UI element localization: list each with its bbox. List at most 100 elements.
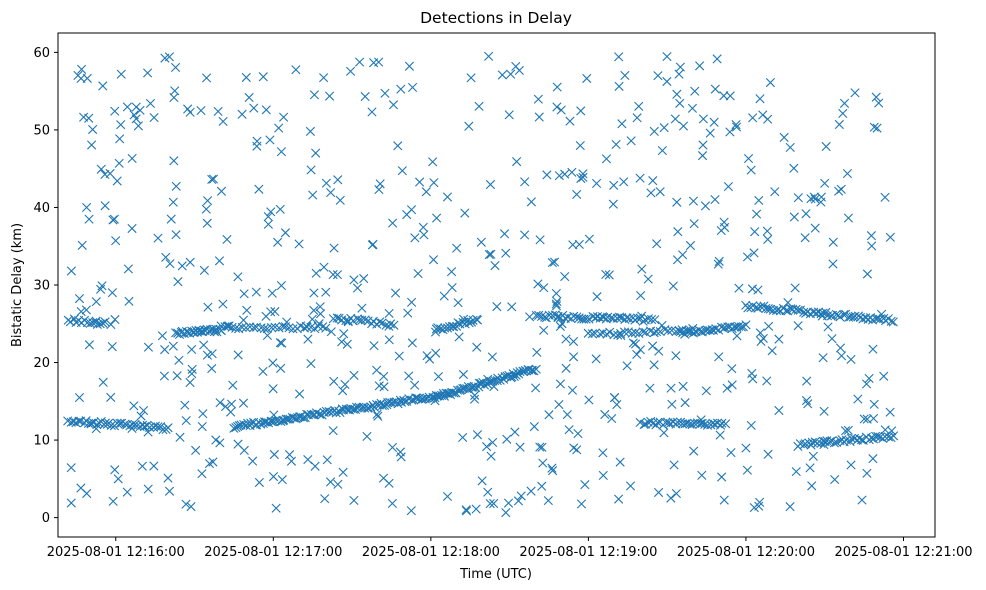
- detection-point: [197, 421, 207, 432]
- detection-point: [504, 110, 514, 120]
- detection-point: [731, 122, 742, 132]
- detection-point: [305, 126, 315, 136]
- detection-point: [173, 277, 183, 287]
- detection-point: [646, 314, 657, 325]
- detection-point: [215, 438, 225, 448]
- detection-point: [601, 269, 611, 279]
- detection-point: [153, 422, 163, 432]
- detection-point: [113, 474, 123, 484]
- detection-point: [187, 344, 197, 355]
- detection-point: [171, 230, 181, 240]
- detection-point: [107, 288, 117, 298]
- detection-point: [447, 321, 457, 332]
- detection-point: [697, 151, 708, 161]
- detection-point: [649, 360, 659, 370]
- detection-point: [669, 460, 679, 470]
- detection-point: [84, 214, 94, 224]
- detection-point: [187, 364, 197, 374]
- detection-point: [526, 197, 536, 207]
- detection-point: [526, 486, 536, 496]
- detection-point: [330, 405, 340, 415]
- detection-point: [874, 98, 884, 108]
- detection-point: [846, 460, 856, 470]
- detection-point: [539, 325, 549, 335]
- detection-point: [637, 264, 647, 274]
- detection-point: [127, 153, 137, 164]
- detection-point: [726, 447, 736, 458]
- detection-point: [555, 321, 565, 331]
- detection-point: [406, 205, 417, 215]
- detection-point: [742, 252, 753, 262]
- detection-point: [208, 457, 218, 467]
- detection-point: [258, 366, 268, 377]
- detection-point: [263, 219, 273, 229]
- x-tick-label: 2025-08-01 12:19:00: [519, 545, 657, 560]
- detection-point: [110, 465, 120, 475]
- detection-point: [164, 52, 175, 62]
- detection-point: [249, 103, 259, 113]
- detection-point: [725, 127, 735, 137]
- detection-point: [404, 61, 415, 71]
- detection-point: [269, 449, 279, 460]
- detection-point: [73, 70, 83, 81]
- detection-point: [749, 248, 759, 258]
- detection-point: [66, 463, 76, 473]
- detection-point: [547, 257, 557, 268]
- detection-point: [598, 470, 608, 481]
- detection-point: [830, 475, 840, 485]
- detection-point: [790, 283, 800, 293]
- detection-point: [329, 376, 339, 386]
- detection-point: [143, 484, 153, 494]
- detection-point: [879, 371, 889, 381]
- detection-point: [77, 240, 87, 250]
- detection-point: [710, 194, 720, 205]
- detection-point: [359, 273, 369, 284]
- detection-point: [762, 226, 772, 236]
- detection-point: [842, 168, 853, 179]
- detection-point: [736, 322, 746, 332]
- detection-point: [268, 358, 278, 368]
- detection-point: [588, 311, 598, 322]
- detection-point: [485, 498, 495, 509]
- detection-point: [868, 344, 878, 354]
- detection-point: [520, 230, 530, 240]
- detection-point: [133, 121, 143, 131]
- detection-point: [482, 442, 492, 452]
- detection-point: [531, 364, 541, 374]
- detection-point: [497, 70, 507, 80]
- x-tick-label: 2025-08-01 12:21:00: [834, 545, 972, 560]
- detection-point: [773, 305, 783, 315]
- detection-point: [722, 383, 732, 393]
- detection-point: [413, 268, 423, 279]
- detection-point: [248, 456, 258, 466]
- detection-point: [265, 135, 275, 145]
- detection-point: [680, 398, 690, 408]
- detection-point: [763, 449, 773, 459]
- detection-point: [529, 422, 539, 432]
- detection-point: [846, 433, 856, 444]
- detection-point: [537, 442, 547, 452]
- detection-point: [648, 176, 658, 186]
- detection-point: [360, 91, 370, 102]
- detection-point: [439, 291, 449, 301]
- detection-point: [202, 218, 212, 228]
- detection-point: [810, 223, 820, 233]
- detection-point: [349, 275, 359, 285]
- detection-point: [886, 316, 896, 326]
- detection-point: [829, 438, 839, 448]
- detection-point: [334, 313, 344, 323]
- detection-point: [216, 186, 227, 196]
- detection-point: [81, 305, 91, 315]
- detection-point: [76, 64, 87, 74]
- detection-point: [181, 499, 191, 509]
- detection-point: [700, 201, 711, 211]
- detection-point: [239, 445, 249, 455]
- detection-point: [414, 394, 424, 404]
- x-tick-label: 2025-08-01 12:20:00: [677, 545, 815, 560]
- detection-point: [281, 414, 291, 424]
- detection-point: [578, 172, 588, 182]
- detection-point: [226, 399, 237, 409]
- detection-point: [92, 319, 102, 330]
- detection-point: [91, 316, 101, 326]
- detection-point: [241, 72, 251, 83]
